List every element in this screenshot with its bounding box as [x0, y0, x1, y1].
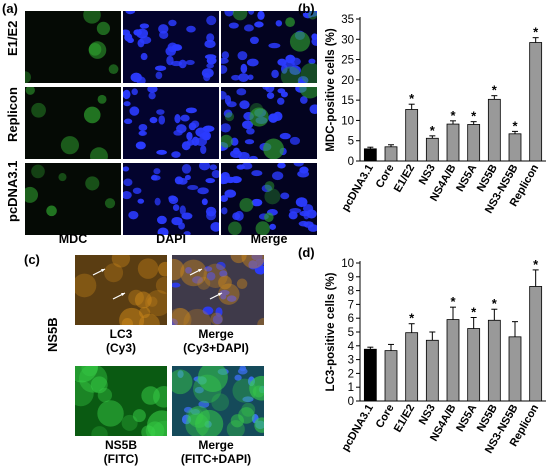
- chart-b-bar: [529, 42, 543, 162]
- caption-ns5b: NS5B (FITC): [75, 438, 167, 466]
- chart-d-ytick-label: 7: [348, 299, 354, 311]
- micrograph-a-r2-mdc: [25, 87, 121, 159]
- chart-b-category-label: pcDNA3.1: [340, 163, 376, 214]
- micrograph-c-merge-fitc: [172, 366, 264, 436]
- chart-b-ytick-label: 0: [348, 156, 354, 168]
- micrograph-a-r3-mdc: [25, 163, 121, 235]
- caption-merge-cy3-line1: Merge: [198, 327, 234, 341]
- panel-c-side-label: NS5B: [45, 317, 60, 352]
- chart-d-significance: *: [533, 257, 539, 272]
- caption-merge-fitc: Merge (FITC+DAPI): [166, 438, 266, 466]
- panel-c-label: (c): [24, 252, 40, 267]
- row-label-pcdna: pcDNA3.1: [5, 160, 20, 222]
- chart-d-ytick-label: 0: [348, 396, 354, 408]
- chart-b-bar: [384, 146, 398, 162]
- micrograph-c-merge-cy3: [172, 255, 264, 325]
- caption-merge-cy3-line2: (Cy3+DAPI): [183, 341, 249, 355]
- chart-d-ytick-label: 3: [348, 355, 354, 367]
- caption-merge-fitc-line1: Merge: [198, 438, 234, 452]
- chart-d-bar: [467, 328, 481, 402]
- chart-d-ylabel: LC3-positive cells (%): [325, 272, 337, 391]
- chart-b-ytick-label: 5: [348, 136, 354, 148]
- micrograph-a-r1-dapi: [123, 11, 219, 83]
- micrograph-a-r3-dapi: [123, 163, 219, 235]
- micrograph-a-r2-dapi: [123, 87, 219, 159]
- row-label-replicon: Replicon: [5, 87, 20, 142]
- chart-d-bar: [425, 339, 439, 402]
- chart-b-significance: *: [492, 83, 498, 98]
- chart-b-bar: [487, 98, 501, 162]
- chart-d-bar: [487, 319, 501, 402]
- chart-b-category-label: NS3: [417, 163, 438, 188]
- chart-d-bar: [446, 319, 460, 402]
- chart-d-ytick-label: 4: [348, 341, 355, 353]
- chart-b-significance: *: [471, 109, 477, 124]
- chart-d-ytick-label: 2: [348, 368, 354, 380]
- chart-b: (b) 0 5 10 15 20 25 30 35 MDC-positive cells (%)p…: [298, 1, 546, 216]
- micrograph-c-ns5b: [75, 366, 167, 436]
- chart-d-ytick-label: 6: [348, 313, 354, 325]
- chart-b-significance: *: [512, 118, 518, 133]
- micrograph-a-r2-merge: [221, 87, 317, 159]
- caption-merge-fitc-line2: (FITC+DAPI): [180, 452, 252, 466]
- chart-d-significance: *: [492, 296, 498, 311]
- chart-b-ytick-label: 25: [341, 55, 354, 67]
- chart-d-bar: [529, 286, 543, 402]
- col-label-dapi: DAPI: [156, 232, 186, 246]
- chart-d-ytick-label: 9: [348, 272, 354, 284]
- row-label-e1e2: E1/E2: [5, 20, 20, 56]
- caption-lc3: LC3 (Cy3): [75, 327, 167, 355]
- chart-b-significance: *: [450, 108, 456, 123]
- caption-lc3-line2: (Cy3): [105, 341, 136, 355]
- chart-b-category-label: E1/E2: [392, 163, 417, 195]
- chart-d-ytick-label: 10: [341, 258, 354, 270]
- chart-b-bar: [405, 109, 419, 162]
- chart-b-ytick-label: 20: [341, 75, 354, 87]
- chart-b-bar: [508, 133, 522, 162]
- chart-d-bar: [384, 350, 398, 402]
- chart-d-ytick-label: 1: [348, 382, 354, 394]
- caption-ns5b-line2: (FITC): [103, 452, 139, 466]
- chart-d-bar: [363, 348, 377, 402]
- chart-d-category-label: pcDNA3.1: [340, 403, 376, 454]
- panel-a-label: (a): [2, 1, 18, 16]
- micrograph-a-r1-mdc: [25, 11, 121, 83]
- chart-b-ytick-label: 15: [341, 95, 354, 107]
- chart-d-significance: *: [471, 305, 477, 320]
- chart-d-significance: *: [450, 294, 456, 309]
- micrograph-c-lc3: [75, 255, 167, 325]
- micrograph-a-r1-merge: [221, 11, 317, 83]
- chart-b-ytick-label: 10: [341, 115, 354, 127]
- panel-d-label: (d): [298, 245, 315, 260]
- chart-b-significance: *: [533, 25, 539, 40]
- chart-d-category-label: NS3: [417, 403, 438, 428]
- chart-b-bar: [467, 124, 481, 162]
- chart-d-ytick-label: 8: [348, 286, 354, 298]
- chart-d-significance: *: [409, 311, 415, 326]
- chart-b-ytick-label: 30: [341, 34, 354, 46]
- chart-d-bar: [508, 336, 522, 402]
- panel-b-label: (b): [298, 1, 315, 16]
- caption-ns5b-line1: NS5B: [104, 438, 137, 452]
- chart-b-bar: [446, 123, 460, 162]
- caption-lc3-line1: LC3: [109, 327, 133, 341]
- col-label-mdc: MDC: [58, 232, 88, 246]
- chart-b-significance: *: [430, 123, 436, 138]
- chart-b-ylabel: MDC-positive cells (%): [325, 28, 337, 151]
- caption-merge-cy3: Merge (Cy3+DAPI): [166, 327, 266, 355]
- chart-b-bar: [363, 148, 377, 162]
- chart-d-category-label: E1/E2: [392, 403, 417, 435]
- micrograph-a-r3-merge: [221, 163, 317, 235]
- col-label-merge: Merge: [250, 232, 288, 246]
- chart-d-ytick-label: 5: [348, 327, 354, 339]
- chart-b-bar: [425, 137, 439, 162]
- chart-d-bar: [405, 332, 419, 402]
- chart-b-ytick-label: 35: [341, 14, 354, 26]
- chart-b-significance: *: [409, 91, 415, 106]
